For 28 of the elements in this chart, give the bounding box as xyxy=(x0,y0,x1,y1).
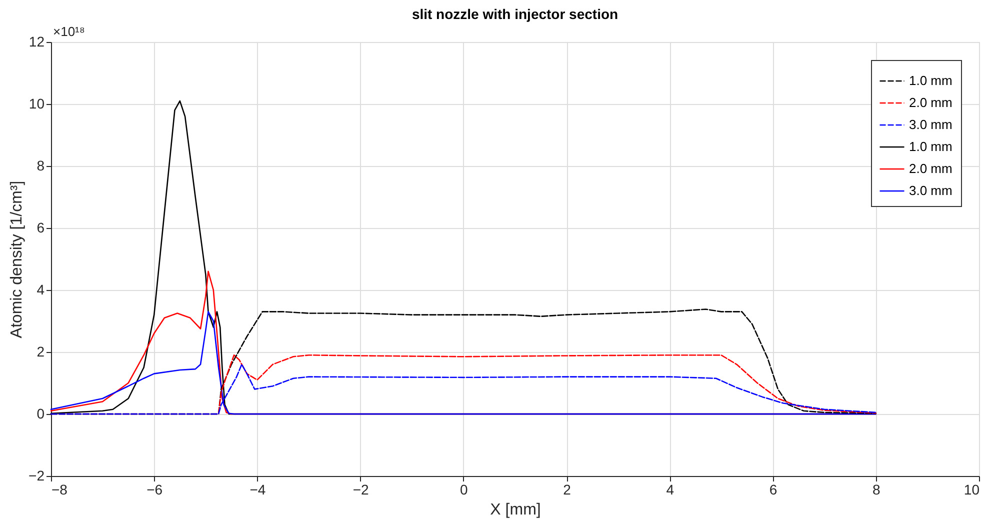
legend-label: 3.0 mm xyxy=(909,183,952,198)
x-axis-title: X [mm] xyxy=(490,502,541,518)
y-tick-label: 12 xyxy=(28,34,45,50)
x-tick-label: −8 xyxy=(52,482,68,498)
legend-label: 3.0 mm xyxy=(909,117,952,132)
y-axis-title: Atomic density [1/cm³] xyxy=(8,180,26,338)
x-tick-label: 10 xyxy=(964,482,980,498)
text: ×10¹⁸ xyxy=(53,24,85,39)
chart-title: slit nozzle with injector section xyxy=(412,6,618,22)
y-tick-label: 10 xyxy=(28,96,45,112)
y-tick-label: 8 xyxy=(36,158,45,174)
x-tick-label: 0 xyxy=(460,482,468,498)
y-tick-label: 0 xyxy=(36,406,45,422)
y-tick-label: −2 xyxy=(28,468,45,484)
y-tick-label: 2 xyxy=(36,344,45,360)
legend-label: 1.0 mm xyxy=(909,139,952,154)
x-tick-label: 8 xyxy=(872,482,880,498)
legend-label: 1.0 mm xyxy=(909,73,952,88)
x-tick-label: 6 xyxy=(769,482,778,498)
x-tick-label: −2 xyxy=(352,482,370,498)
legend-label: 2.0 mm xyxy=(909,95,952,110)
x-tick-label: 2 xyxy=(563,482,572,498)
y-tick-label: 4 xyxy=(36,282,45,298)
legend-label: 2.0 mm xyxy=(909,161,952,176)
x-tick-label: −6 xyxy=(146,482,163,498)
x-tick-label: −4 xyxy=(250,482,266,498)
y-tick-label: 6 xyxy=(36,220,45,236)
x-tick-label: 4 xyxy=(666,482,674,498)
